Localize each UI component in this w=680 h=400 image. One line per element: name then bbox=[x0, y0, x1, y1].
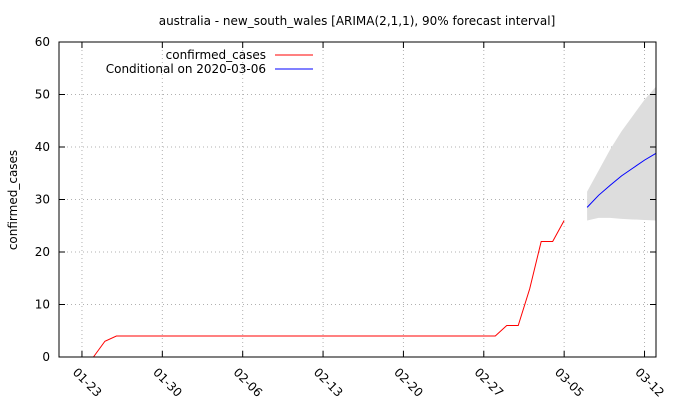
forecast-interval-band bbox=[587, 86, 656, 221]
y-tick-label: 30 bbox=[35, 193, 50, 207]
x-tick-label: 02-13 bbox=[311, 365, 346, 400]
x-tick-label: 02-27 bbox=[472, 365, 507, 400]
forecast-band-layer bbox=[587, 86, 656, 221]
grid-lines bbox=[59, 42, 656, 357]
forecast-line bbox=[586, 152, 657, 208]
x-tick-label: 03-05 bbox=[552, 365, 587, 400]
series-layer bbox=[93, 152, 657, 358]
confirmed-cases-line bbox=[93, 220, 565, 358]
y-tick-labels: 0 10 20 30 40 50 60 bbox=[35, 35, 50, 364]
plot-frame bbox=[58, 41, 657, 358]
y-tick-label: 0 bbox=[42, 350, 50, 364]
legend-label: confirmed_cases bbox=[166, 48, 266, 62]
y-tick-label: 40 bbox=[35, 140, 50, 154]
y-tick-label: 20 bbox=[35, 245, 50, 259]
axis-ticks bbox=[59, 41, 656, 358]
x-tick-label: 02-06 bbox=[231, 365, 266, 400]
x-tick-labels: 01-23 01-30 02-06 02-13 02-20 02-27 03-05 03-12 bbox=[70, 365, 667, 400]
y-axis-label: confirmed_cases bbox=[6, 150, 20, 250]
y-tick-label: 60 bbox=[35, 35, 50, 49]
y-tick-label: 10 bbox=[35, 298, 50, 312]
x-tick-label: 03-12 bbox=[632, 365, 667, 400]
x-tick-label: 02-20 bbox=[391, 365, 426, 400]
x-tick-label: 01-30 bbox=[150, 365, 185, 400]
y-tick-label: 50 bbox=[35, 88, 50, 102]
chart-title: australia - new_south_wales [ARIMA(2,1,1… bbox=[159, 14, 556, 28]
x-tick-label: 01-23 bbox=[70, 365, 105, 400]
legend-label: Conditional on 2020-03-06 bbox=[106, 62, 266, 76]
